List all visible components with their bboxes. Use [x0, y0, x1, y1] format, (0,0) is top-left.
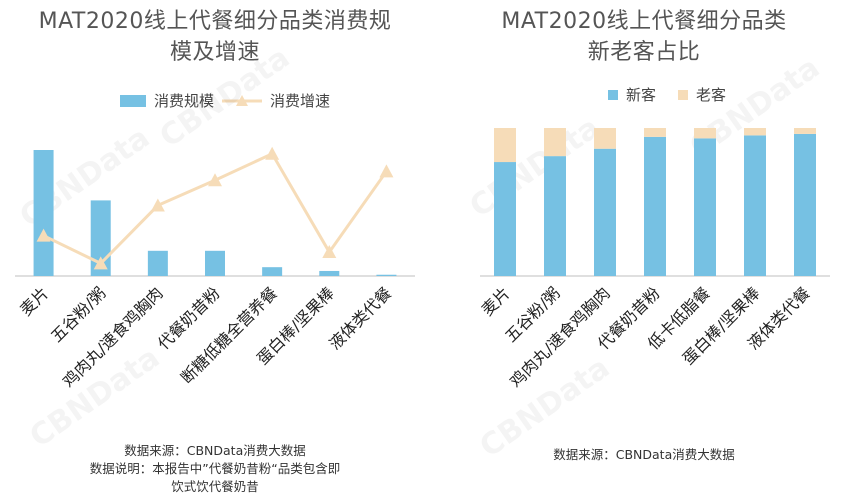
left-title-line-1: MAT2020线上代餐细分品类消费规 — [38, 9, 392, 34]
right-bar-new-5 — [694, 138, 716, 276]
left-category-label-5: 断糖低糖全营养餐 — [177, 283, 281, 387]
legend-line-label: 消费增速 — [270, 92, 331, 110]
right-footnote-line-1: 数据来源：CBNData消费大数据 — [553, 447, 735, 462]
right-bar-new-7 — [794, 133, 816, 276]
left-bar-3 — [147, 250, 168, 276]
left-bar-4 — [205, 250, 225, 276]
legend-bar-swatch — [120, 94, 146, 107]
left-growth-point-2 — [93, 256, 108, 270]
left-growth-point-7 — [379, 164, 394, 178]
left-footnote-line-2: 数据说明：本报告中”代餐奶昔粉“品类包含即 — [89, 461, 341, 476]
right-footnote: 数据来源：CBNData消费大数据 — [430, 446, 858, 464]
right-title-line-1: MAT2020线上代餐细分品类 — [501, 9, 787, 34]
right-bar-old-1 — [494, 128, 516, 163]
legend-old-label: 老客 — [696, 86, 727, 104]
left-chart-svg: 麦片五谷粉/粥鸡肉丸/速食鸡胸肉代餐奶昔粉断糖低糖全营养餐蛋白棒/坚果棒液体类代… — [15, 146, 415, 391]
right-bar-new-3 — [594, 148, 616, 276]
left-growth-point-5 — [265, 146, 280, 160]
right-bar-old-3 — [594, 128, 616, 149]
left-bar-6 — [319, 270, 340, 276]
right-chart-title: MAT2020线上代餐细分品类 新老客占比 — [430, 6, 858, 68]
left-category-label-1: 麦片 — [16, 283, 52, 319]
right-chart-panel: MAT2020线上代餐细分品类 新老客占比 新客 老客 CBNData CBND… — [430, 0, 858, 496]
right-bar-old-5 — [694, 128, 716, 139]
right-legend: 新客 老客 — [608, 84, 726, 105]
legend-old-swatch — [678, 89, 689, 100]
right-bar-new-4 — [644, 136, 666, 276]
right-bar-new-1 — [494, 162, 516, 276]
left-bar-5 — [262, 267, 283, 276]
left-title-line-2: 模及增速 — [169, 40, 260, 65]
left-footnote-line-3: 饮式饮代餐奶昔 — [171, 479, 259, 494]
left-bar-1 — [33, 150, 54, 276]
left-chart-panel: MAT2020线上代餐细分品类消费规 模及增速 消费规模 消费增速 CBNDat… — [0, 6, 430, 496]
left-footnote-line-1: 数据来源：CBNData消费大数据 — [124, 443, 306, 458]
left-footnote: 数据来源：CBNData消费大数据 数据说明：本报告中”代餐奶昔粉“品类包含即 … — [0, 442, 430, 496]
right-bar-new-2 — [544, 156, 566, 276]
legend-bar-label: 消费规模 — [154, 92, 215, 110]
left-category-label-3: 鸡肉丸/速食鸡胸肉 — [59, 283, 167, 391]
right-bar-old-2 — [544, 128, 566, 157]
right-bar-old-6 — [744, 128, 766, 136]
right-bar-old-4 — [644, 128, 666, 137]
right-category-label-1: 麦片 — [478, 283, 514, 319]
left-growth-point-6 — [322, 245, 337, 259]
left-growth-point-4 — [208, 173, 222, 187]
left-chart-title: MAT2020线上代餐细分品类消费规 模及增速 — [0, 6, 430, 68]
right-bar-old-7 — [794, 128, 816, 134]
right-title-line-2: 新老客占比 — [587, 40, 701, 65]
left-bar-7 — [376, 274, 397, 276]
left-legend: 消费规模 消费增速 — [120, 90, 330, 111]
left-category-label-7: 液体类代餐 — [325, 283, 395, 353]
legend-new-label: 新客 — [626, 86, 657, 104]
left-growth-point-3 — [150, 198, 165, 212]
legend-line-swatch — [222, 94, 263, 106]
legend-new-swatch — [608, 89, 618, 100]
right-bar-new-6 — [744, 135, 766, 276]
left-growth-point-1 — [36, 228, 51, 242]
